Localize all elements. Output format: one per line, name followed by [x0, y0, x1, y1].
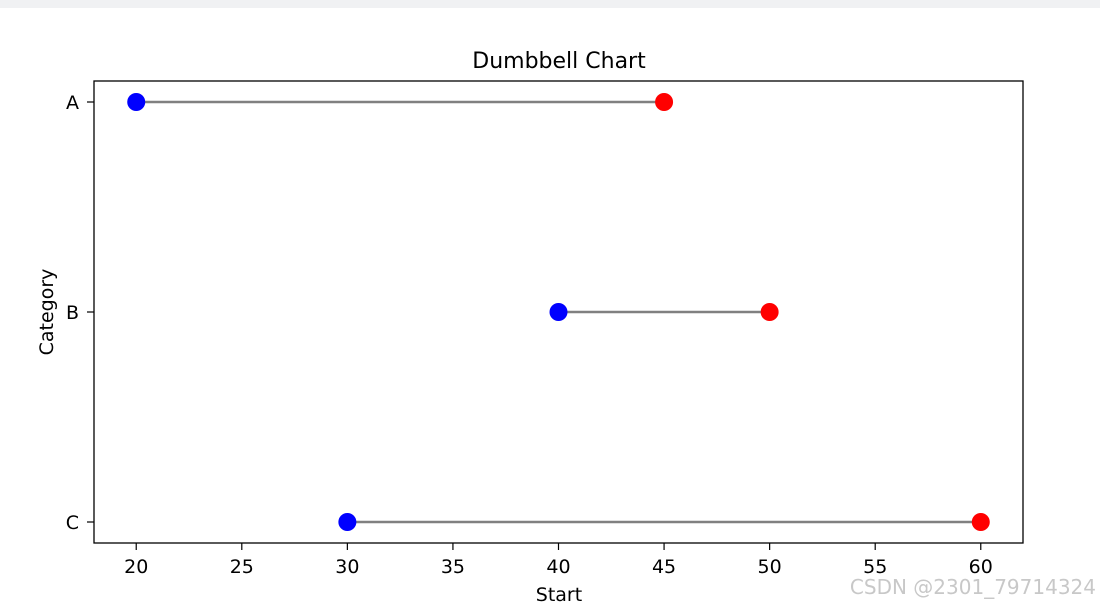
chart-title: Dumbbell Chart: [472, 49, 646, 74]
end-point-a: [655, 93, 674, 111]
y-tick-label: C: [66, 512, 79, 534]
x-tick-label: 50: [758, 556, 782, 578]
x-tick-label: 45: [652, 556, 676, 578]
y-tick-label: A: [66, 92, 79, 114]
start-point-c: [338, 513, 357, 531]
end-point-b: [760, 303, 779, 321]
x-tick-label: 60: [969, 556, 993, 578]
top-strip: [0, 0, 1100, 8]
watermark-text: CSDN @2301_79714324: [850, 575, 1096, 599]
y-tick-label: B: [66, 302, 79, 324]
x-axis-label: Start: [536, 584, 582, 606]
y-axis-label: Category: [36, 269, 58, 356]
start-point-a: [127, 93, 146, 111]
x-tick-label: 55: [863, 556, 887, 578]
x-tick-label: 20: [124, 556, 148, 578]
end-point-c: [971, 513, 990, 531]
x-tick-label: 40: [546, 556, 570, 578]
x-tick-label: 30: [335, 556, 359, 578]
x-tick-label: 25: [230, 556, 254, 578]
start-point-b: [549, 303, 568, 321]
x-tick-label: 35: [441, 556, 465, 578]
